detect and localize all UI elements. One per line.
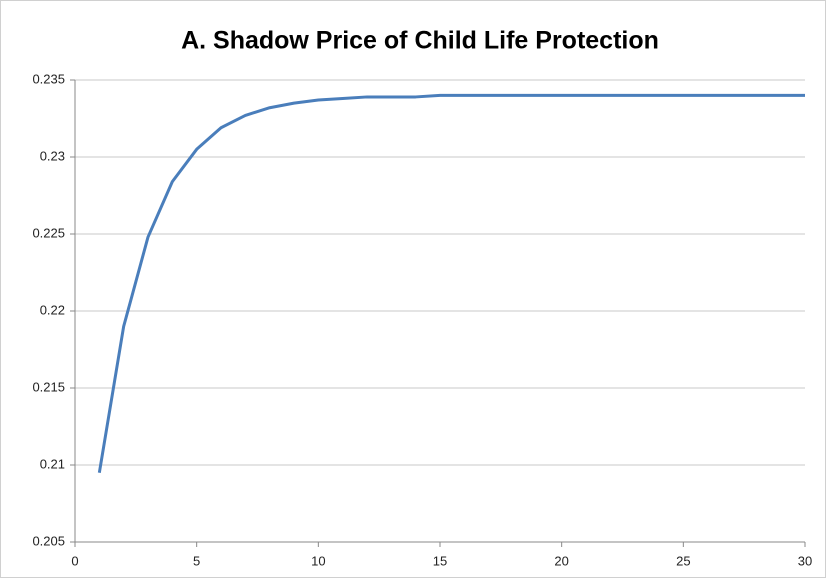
- x-tick-label: 20: [554, 553, 568, 568]
- y-tick-label: 0.225: [32, 225, 65, 240]
- x-tick-label: 30: [798, 553, 812, 568]
- y-tick-label: 0.21: [40, 456, 65, 471]
- line-series: [97, 93, 805, 473]
- x-tick-label: 0: [71, 553, 78, 568]
- x-tick-label: 5: [193, 553, 200, 568]
- x-tick-label: 25: [676, 553, 690, 568]
- y-tick-label: 0.235: [32, 71, 65, 86]
- y-tick-label: 0.22: [40, 302, 65, 317]
- x-tick-label: 10: [311, 553, 325, 568]
- y-tick-label: 0.205: [32, 533, 65, 548]
- chart-title: A. Shadow Price of Child Life Protection: [181, 27, 659, 55]
- y-tick-label: 0.215: [32, 379, 65, 394]
- y-tick-label: 0.23: [40, 148, 65, 163]
- x-tick-label: 15: [433, 553, 447, 568]
